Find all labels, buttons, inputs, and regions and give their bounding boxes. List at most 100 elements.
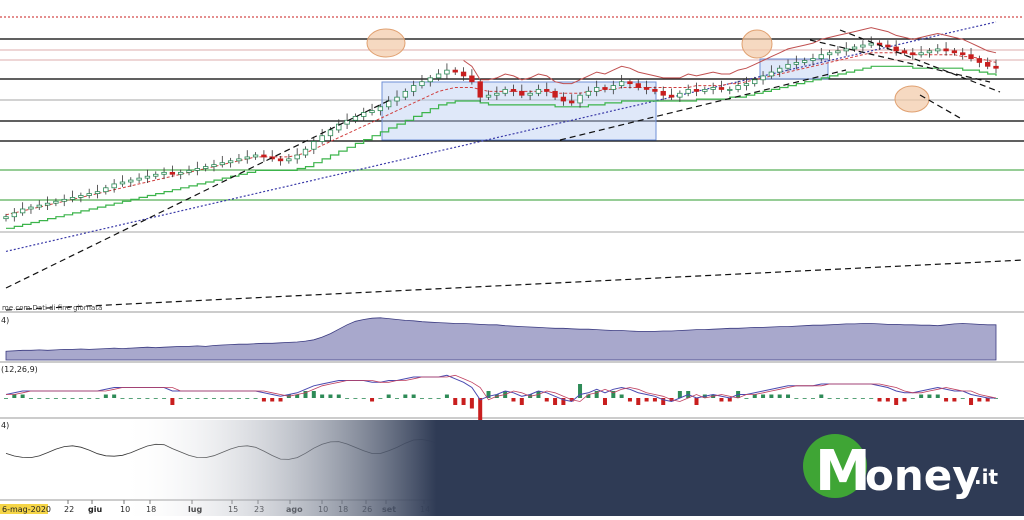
candle-body xyxy=(178,171,184,175)
range-box xyxy=(381,81,657,141)
candle-body xyxy=(768,71,775,77)
candle-body xyxy=(960,52,966,56)
logo-suffix: .it xyxy=(974,465,998,489)
candle-body xyxy=(935,48,941,52)
volume-label: 4) xyxy=(1,316,9,325)
candle-body xyxy=(918,52,924,56)
macd-histogram-bar xyxy=(777,394,782,398)
candle-body xyxy=(153,173,159,177)
trend-line xyxy=(5,99,391,289)
resistance-step-line xyxy=(463,27,997,85)
candle-body xyxy=(710,87,716,90)
macd-label: (12,26,9) xyxy=(1,365,38,374)
candle-body xyxy=(976,58,983,63)
macd-histogram-bar xyxy=(28,398,33,399)
macd-histogram-bar xyxy=(877,398,882,402)
macd-histogram-bar xyxy=(170,398,175,405)
trend-line xyxy=(839,29,1001,93)
candle-body xyxy=(169,171,176,175)
candle-body xyxy=(835,50,841,54)
macd-histogram-bar xyxy=(594,391,599,398)
macd-histogram-bar xyxy=(661,398,666,405)
candle-body xyxy=(677,92,683,98)
candle-body xyxy=(702,89,708,92)
candle-body xyxy=(843,48,849,52)
trailing-stop-line xyxy=(6,65,997,229)
candle-body xyxy=(668,94,675,98)
candle-body xyxy=(327,129,334,137)
macd-signal-line xyxy=(6,374,997,402)
candle-body xyxy=(552,90,558,98)
macd-histogram-bar xyxy=(553,398,558,405)
highlight-circle xyxy=(366,28,406,58)
macd-histogram-bar xyxy=(295,394,300,398)
macd-histogram-bar xyxy=(952,398,957,402)
macd-histogram-bar xyxy=(20,394,25,398)
macd-histogram-bar xyxy=(453,398,458,405)
macd-histogram-bar xyxy=(45,398,50,399)
candle-body xyxy=(660,90,666,96)
candle-body xyxy=(286,158,292,162)
candle-body xyxy=(502,89,508,94)
candle-body xyxy=(752,79,758,85)
macd-histogram-bar xyxy=(835,398,840,399)
macd-histogram-bar xyxy=(744,398,749,399)
candle-body xyxy=(219,162,225,166)
macd-histogram-bar xyxy=(436,398,441,399)
macd-histogram-bar xyxy=(810,398,815,399)
macd-histogram-bar xyxy=(469,398,474,409)
macd-histogram-bar xyxy=(361,398,366,399)
macd-histogram-bar xyxy=(195,398,200,399)
candle-body xyxy=(186,170,192,173)
macd-histogram-bar xyxy=(969,398,974,405)
macd-histogram-bar xyxy=(960,398,965,399)
candle-body xyxy=(236,158,242,162)
logo-m: M xyxy=(815,439,871,504)
highlight-circle xyxy=(741,29,773,59)
macd-histogram-bar xyxy=(120,398,125,399)
candle-body xyxy=(344,119,350,125)
candle-body xyxy=(444,69,450,75)
candle-body xyxy=(394,96,400,102)
candle-body xyxy=(494,92,500,96)
candle-body xyxy=(510,89,517,92)
candle-body xyxy=(377,106,384,112)
candle-body xyxy=(618,81,625,86)
macd-histogram-bar xyxy=(819,394,824,398)
macd-histogram-bar xyxy=(944,398,949,402)
macd-histogram-bar xyxy=(910,398,915,399)
candle-body xyxy=(53,200,59,204)
macd-histogram-bar xyxy=(627,398,632,402)
candle-body xyxy=(627,81,633,85)
macd-histogram-bar xyxy=(320,394,325,398)
macd-histogram-bar xyxy=(62,398,67,399)
candle-body xyxy=(469,75,475,83)
macd-histogram-bar xyxy=(87,398,92,399)
candle-body xyxy=(893,46,899,52)
candle-body xyxy=(743,83,750,86)
candle-body xyxy=(652,89,658,92)
x-axis-tick-label: giu xyxy=(88,505,102,514)
macd-histogram-bar xyxy=(652,398,657,402)
macd-histogram-bar xyxy=(203,398,208,399)
trend-line xyxy=(559,69,847,141)
logo-circle xyxy=(803,434,867,498)
macd-histogram-bar xyxy=(245,398,250,399)
macd-histogram-bar xyxy=(278,398,283,402)
macd-histogram-bar xyxy=(4,398,8,399)
macd-histogram-bar xyxy=(353,398,358,399)
candle-body xyxy=(826,52,833,56)
macd-histogram-bar xyxy=(636,398,641,405)
candle-body xyxy=(851,46,858,50)
macd-histogram-bar xyxy=(228,398,233,399)
candle-body xyxy=(735,85,741,90)
candle-body xyxy=(111,183,117,189)
candle-body xyxy=(926,50,933,54)
candle-body xyxy=(427,77,433,83)
macd-histogram-bar xyxy=(103,394,108,398)
candle-body xyxy=(485,94,492,98)
candle-body xyxy=(801,60,808,63)
candle-body xyxy=(993,65,999,69)
macd-histogram-bar xyxy=(561,398,566,405)
volume-area xyxy=(5,317,997,361)
